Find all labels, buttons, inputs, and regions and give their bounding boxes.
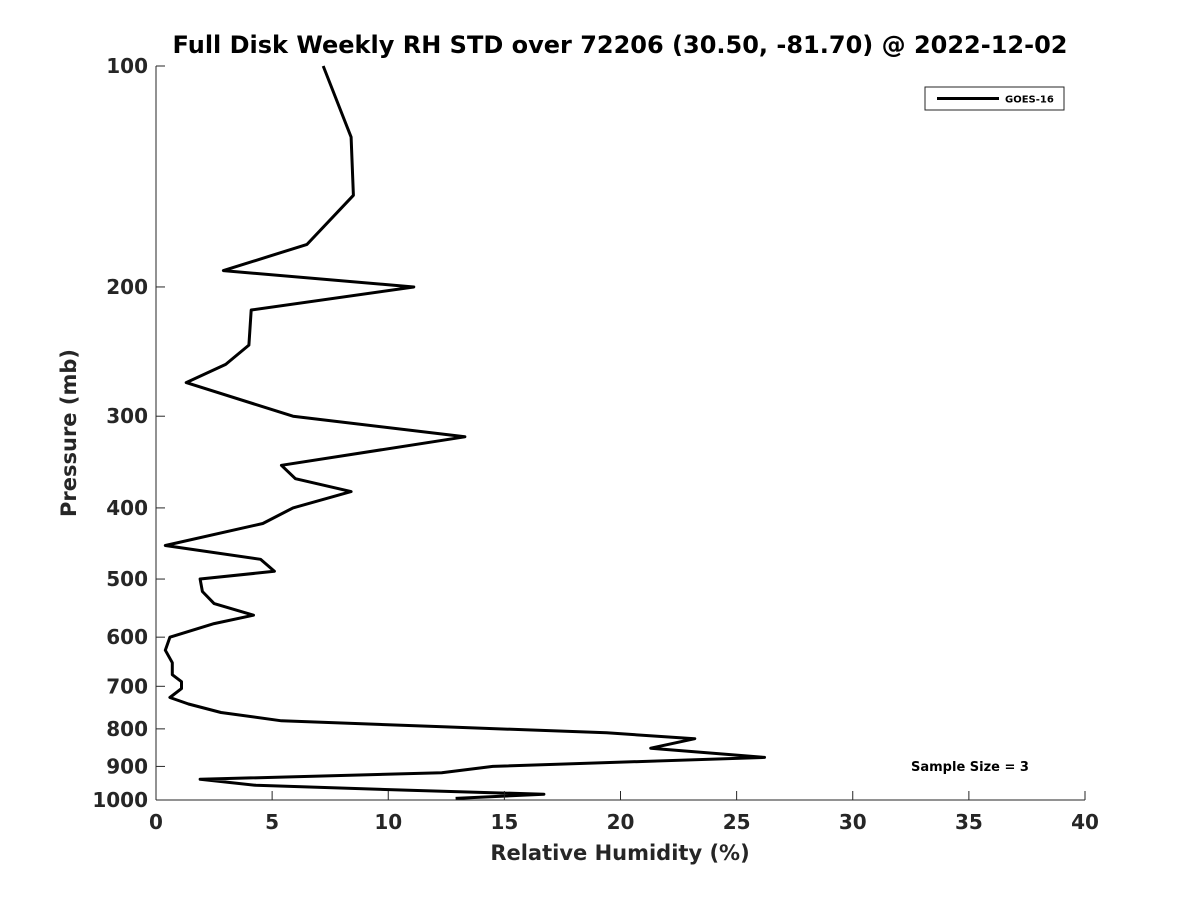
series-line-goes-16 (163, 65, 766, 800)
y-tick-label: 1000 (92, 788, 148, 812)
y-tick-label: 900 (106, 754, 148, 778)
sample-size-annotation: Sample Size = 3 (911, 760, 1029, 775)
x-tick-label: 35 (955, 810, 983, 834)
x-tick-label: 20 (607, 810, 635, 834)
plot-area: 0 5 10 15 20 25 30 35 40 100 200 300 400 500 600 700 80… (92, 54, 1099, 834)
x-tick-label: 5 (265, 810, 279, 834)
x-tick-label: 30 (839, 810, 867, 834)
x-tick-label: 40 (1071, 810, 1099, 834)
y-tick-label: 500 (106, 567, 148, 591)
x-axis-label: Relative Humidity (%) (490, 841, 749, 865)
x-tick-label: 0 (149, 810, 163, 834)
y-tick-label: 400 (106, 496, 148, 520)
x-ticks: 0 5 10 15 20 25 30 35 40 (149, 791, 1099, 834)
y-ticks: 100 200 300 400 500 600 700 800 900 1000 (92, 54, 165, 812)
x-tick-label: 10 (374, 810, 402, 834)
x-tick-label: 15 (490, 810, 518, 834)
y-tick-label: 300 (106, 404, 148, 428)
y-tick-label: 800 (106, 717, 148, 741)
chart-title: Full Disk Weekly RH STD over 72206 (30.5… (173, 31, 1068, 59)
legend: GOES-16 (924, 86, 1065, 111)
y-tick-label: 600 (106, 625, 148, 649)
x-tick-label: 25 (723, 810, 751, 834)
y-tick-label: 100 (106, 54, 148, 78)
y-tick-label: 700 (106, 674, 148, 698)
legend-label-goes-16: GOES-16 (1005, 95, 1054, 106)
y-tick-label: 200 (106, 275, 148, 299)
y-axis-label: Pressure (mb) (57, 349, 81, 517)
